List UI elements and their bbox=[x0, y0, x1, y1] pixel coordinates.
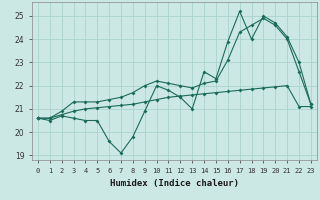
X-axis label: Humidex (Indice chaleur): Humidex (Indice chaleur) bbox=[110, 179, 239, 188]
